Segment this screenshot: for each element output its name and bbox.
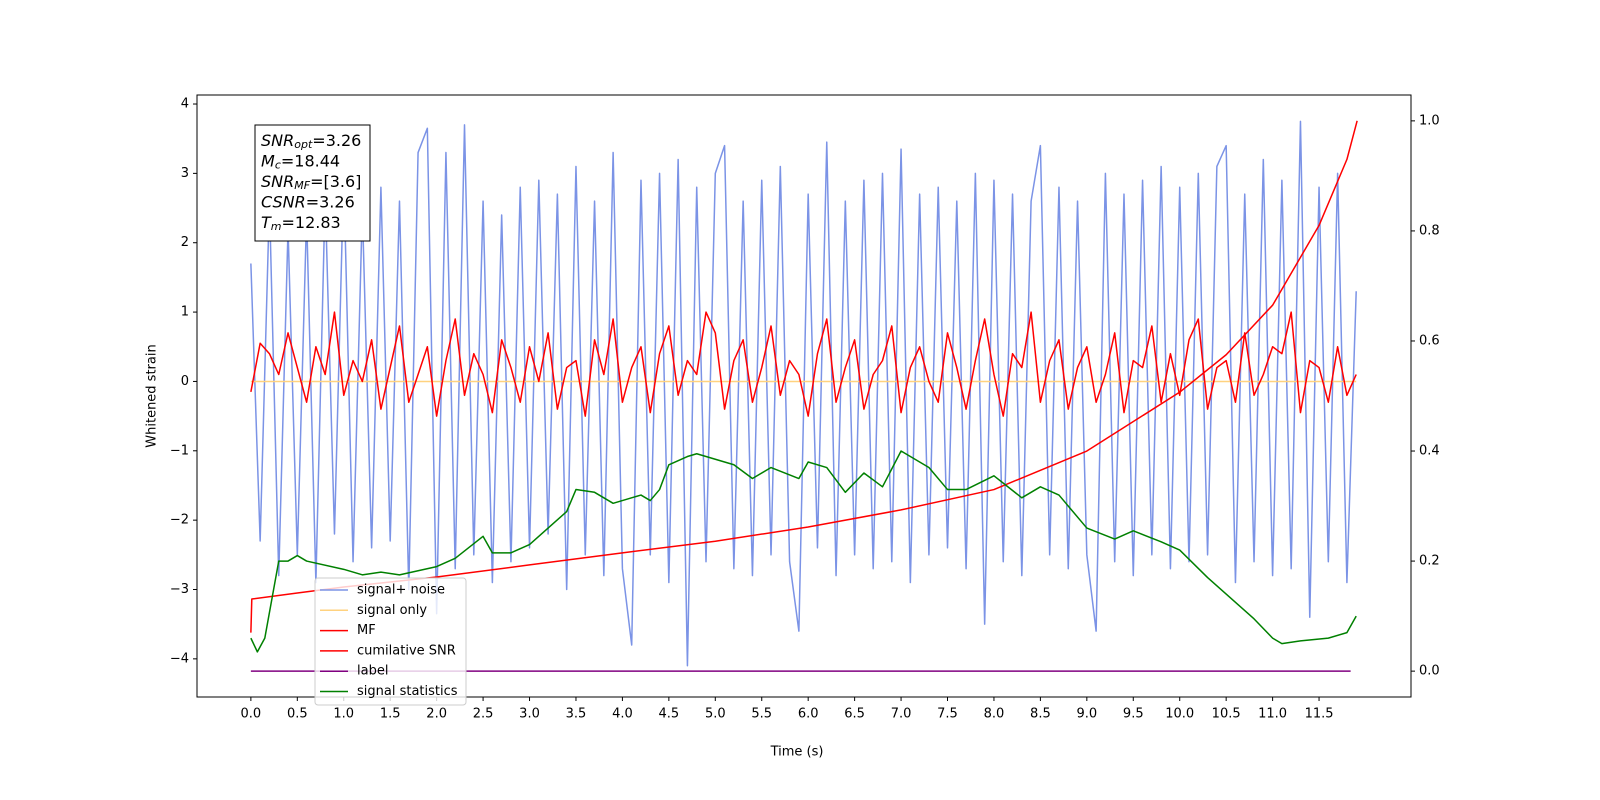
annotation-box [254, 124, 371, 242]
annotation-value: =18.44 [281, 151, 340, 170]
x-tick-label: 8.5 [1030, 707, 1051, 722]
y2-tick-label: 0.2 [1419, 554, 1440, 569]
annotation-value: =3.26 [312, 131, 361, 150]
annotation-line: CSNR=3.26 [261, 192, 355, 211]
series-line [250, 120, 1357, 667]
x-tick-label: 5.0 [705, 707, 726, 722]
legend-label: signal statistics [357, 684, 458, 699]
x-tick-label: 3.0 [519, 707, 540, 722]
x-tick-label: 0.5 [287, 707, 308, 722]
annotation-symbol: SNR [261, 131, 294, 150]
legend-box [314, 577, 467, 706]
x-tick-label: 8.0 [984, 707, 1005, 722]
y-tick-label: 3 [181, 166, 189, 181]
y2-tick-label: 1.0 [1419, 113, 1440, 128]
x-tick-label: 6.0 [798, 707, 819, 722]
annotation-line: Mc=18.44 [261, 151, 340, 172]
x-tick-label: 1.5 [380, 707, 401, 722]
x-tick-label: 2.5 [473, 707, 494, 722]
y-tick-label: −3 [170, 582, 189, 597]
x-tick-label: 0.0 [241, 707, 262, 722]
annotation-subscript: m [271, 220, 282, 233]
x-tick-label: 9.0 [1076, 707, 1097, 722]
legend-label: cumilative SNR [357, 643, 456, 658]
y-tick-label: −1 [170, 443, 189, 458]
annotation-symbol: CSNR [261, 192, 306, 211]
legend-label: label [357, 664, 388, 679]
x-tick-label: 11.5 [1305, 707, 1334, 722]
x-tick-label: 6.5 [844, 707, 865, 722]
axes-frame [196, 94, 1412, 698]
x-tick-label: 10.5 [1212, 707, 1241, 722]
y-tick-label: −4 [170, 651, 189, 666]
y-tick-label: −2 [170, 513, 189, 528]
x-tick-label: 7.0 [891, 707, 912, 722]
annotation-subscript: opt [294, 138, 313, 151]
y-tick-label: 0 [181, 374, 189, 389]
y-tick-label: 4 [181, 97, 189, 112]
annotation-subscript: MF [294, 179, 310, 192]
x-tick-label: 5.5 [751, 707, 772, 722]
annotation-line: Tm=12.83 [261, 213, 341, 234]
y2-tick-label: 0.8 [1419, 223, 1440, 238]
legend-label: MF [357, 623, 376, 638]
legend-label: signal+ noise [357, 583, 445, 598]
legend-label: signal only [357, 603, 427, 618]
y2-tick-label: 0.6 [1419, 333, 1440, 348]
x-tick-label: 9.5 [1123, 707, 1144, 722]
annotation-value: =[3.6] [310, 172, 361, 191]
x-tick-label: 1.0 [333, 707, 354, 722]
annotation-value: =3.26 [306, 192, 355, 211]
y2-tick-label: 0.4 [1419, 444, 1440, 459]
annotation-subscript: c [275, 159, 281, 172]
x-tick-label: 4.0 [612, 707, 633, 722]
series-line [250, 450, 1357, 653]
annotation-value: =12.83 [282, 213, 341, 232]
annotation-symbol: M [261, 151, 275, 170]
annotation-line: SNRopt=3.26 [261, 131, 361, 152]
series-line [250, 311, 1357, 417]
x-axis-label: Time (s) [770, 745, 824, 760]
y-axis-label: Whitened strain [145, 344, 160, 447]
x-tick-label: 2.0 [426, 707, 447, 722]
annotation-symbol: T [261, 213, 272, 232]
annotation-symbol: SNR [261, 172, 294, 191]
x-tick-label: 3.5 [566, 707, 587, 722]
x-tick-label: 4.5 [659, 707, 680, 722]
y-tick-label: 2 [181, 235, 189, 250]
annotation-line: SNRMF=[3.6] [261, 172, 361, 193]
x-tick-label: 10.0 [1165, 707, 1194, 722]
x-tick-label: 7.5 [937, 707, 958, 722]
x-tick-label: 11.0 [1258, 707, 1287, 722]
y2-tick-label: 0.0 [1419, 664, 1440, 679]
y-tick-label: 1 [181, 305, 189, 320]
